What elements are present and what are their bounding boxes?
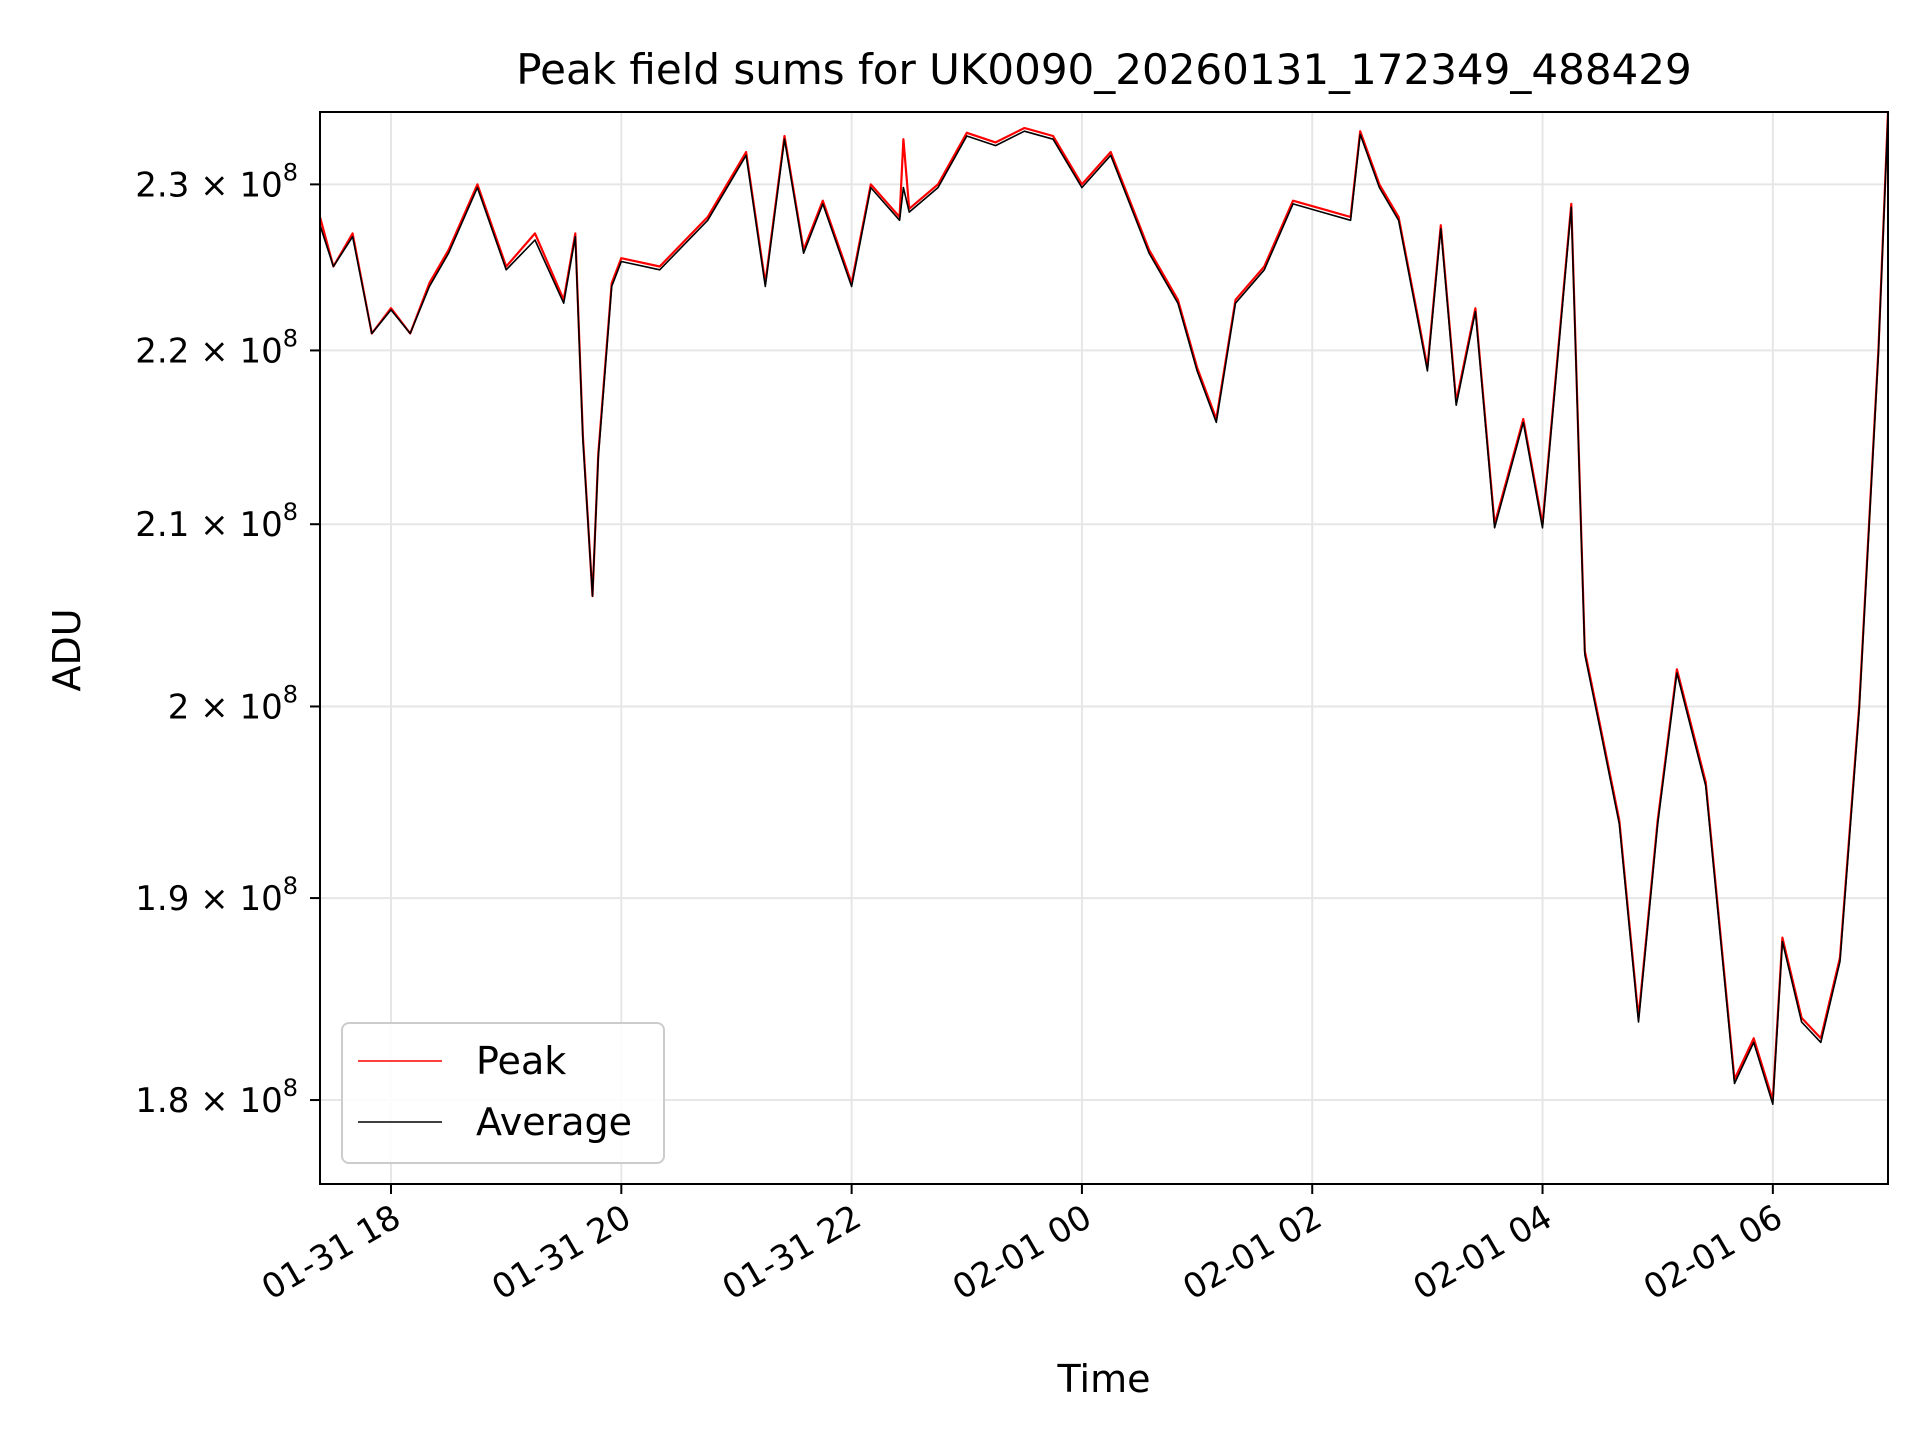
y-tick-label: 2 × 108: [168, 680, 298, 727]
x-tick-label: 01-31 20: [485, 1197, 637, 1308]
legend-average-label: Average: [476, 1100, 632, 1144]
x-axis-ticks: 01-31 18 01-31 20 01-31 22 02-01 00 02-01 02…: [255, 1184, 1789, 1308]
legend-peak-label: Peak: [476, 1039, 566, 1083]
x-tick-label: 02-01 06: [1637, 1197, 1789, 1308]
x-tick-label: 02-01 00: [946, 1197, 1098, 1308]
x-tick-label: 02-01 04: [1407, 1197, 1559, 1308]
x-tick-label: 01-31 18: [255, 1197, 407, 1308]
average-series-line: [319, 115, 1889, 1105]
y-tick-label: 2.2 × 108: [135, 324, 298, 371]
grid-lines: [320, 112, 1888, 1184]
x-tick-label: 01-31 22: [716, 1197, 868, 1308]
legend: Peak Average: [341, 1022, 665, 1164]
chart-title: Peak field sums for UK0090_20260131_1723…: [516, 45, 1691, 94]
y-tick-label: 2.3 × 108: [135, 158, 298, 205]
series-lines: [318, 111, 1890, 1105]
y-tick-label: 1.8 × 108: [135, 1074, 298, 1121]
x-axis-label: Time: [1057, 1357, 1151, 1401]
peak-series-line: [318, 111, 1890, 1102]
y-axis-ticks: 1.8 × 108 1.9 × 108 2 × 108 2.1 × 108 2.2 × …: [135, 158, 320, 1121]
y-axis-label: ADU: [45, 608, 89, 691]
legend-box: [341, 1022, 665, 1164]
y-tick-label: 2.1 × 108: [135, 498, 298, 545]
y-tick-label: 1.9 × 108: [135, 872, 298, 919]
plot-frame: [319, 111, 1889, 1185]
x-tick-label: 02-01 02: [1176, 1197, 1328, 1308]
